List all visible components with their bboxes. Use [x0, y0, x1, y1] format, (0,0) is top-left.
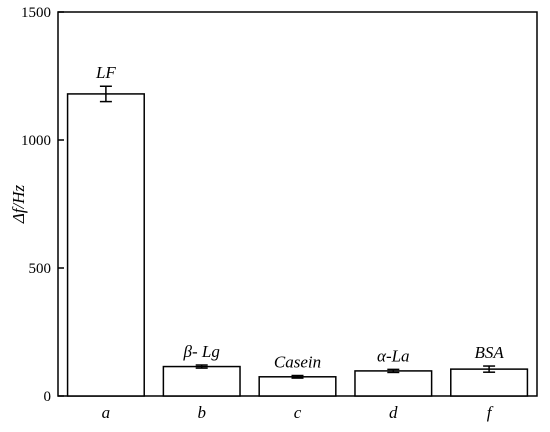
x-tick-label: d	[389, 403, 398, 422]
y-tick-label: 500	[29, 261, 52, 277]
x-tick-label: b	[197, 403, 206, 422]
bar-c	[258, 376, 337, 397]
bar-f	[450, 368, 529, 397]
x-tick-label: f	[487, 403, 494, 422]
y-axis-title: Δf/Hz	[9, 184, 28, 224]
bar-label-f: BSA	[474, 343, 504, 362]
bar-label-d: α-La	[377, 346, 410, 365]
bar-label-a: LF	[95, 63, 116, 82]
x-tick-label: a	[102, 403, 111, 422]
bar-label-b: β- Lg	[183, 342, 220, 361]
x-tick-label: c	[294, 403, 302, 422]
bar-b	[162, 365, 241, 397]
y-tick-label: 1500	[21, 5, 51, 21]
y-tick-label: 0	[44, 389, 52, 405]
bar-a	[66, 93, 145, 397]
y-tick-label: 1000	[21, 133, 51, 149]
bar-d	[354, 370, 433, 397]
bar-label-c: Casein	[274, 353, 321, 372]
